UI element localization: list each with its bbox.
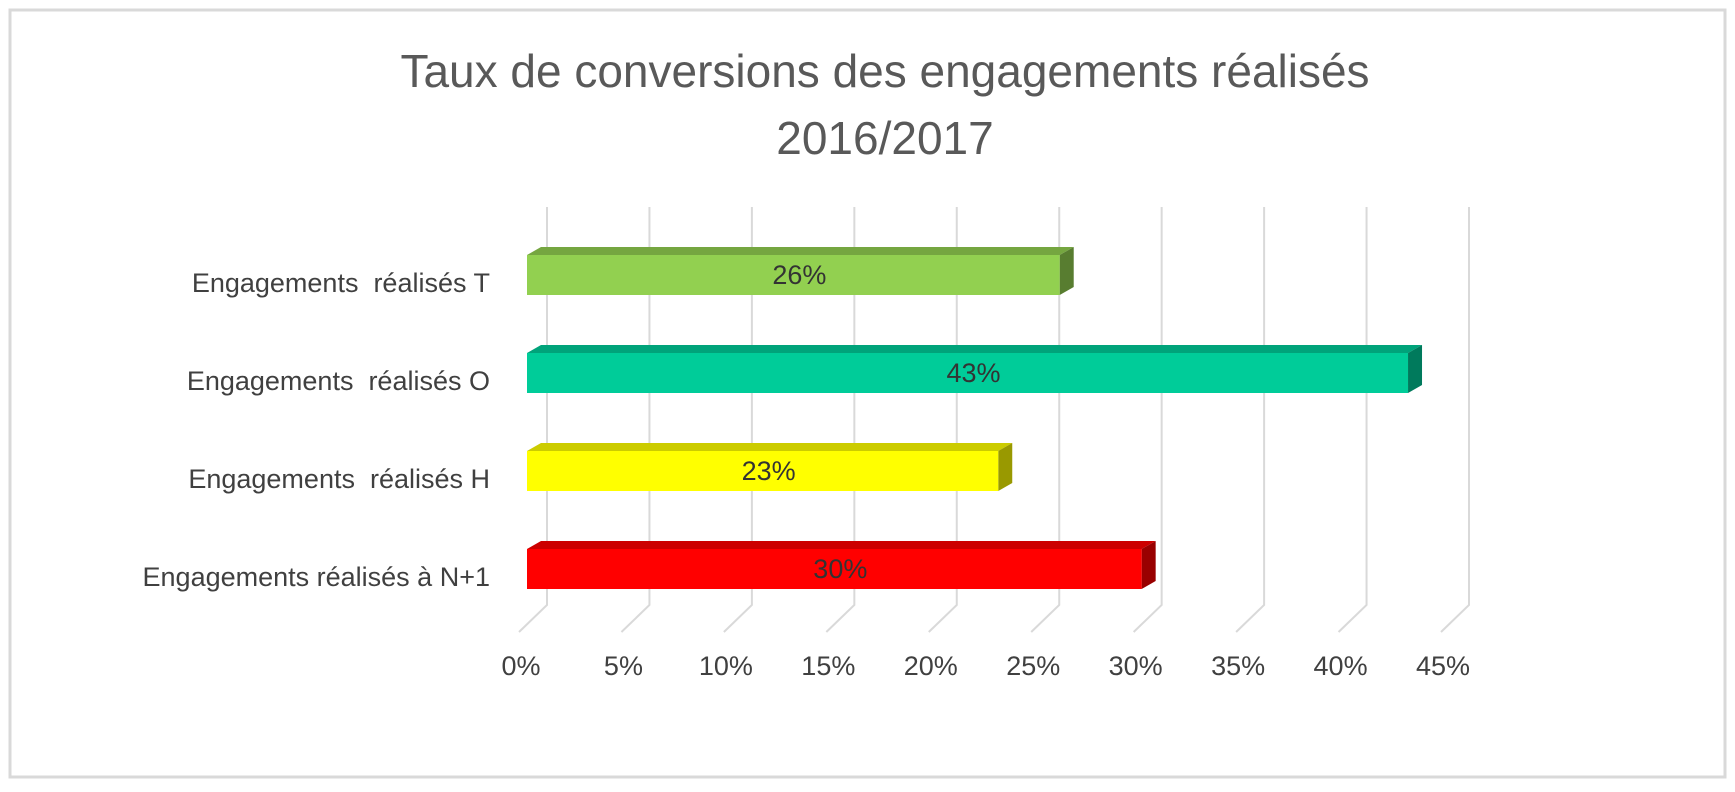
- grid-line: [1235, 207, 1266, 633]
- grid-line: [825, 207, 856, 633]
- data-label: 30%: [813, 554, 867, 584]
- grid-line: [928, 207, 958, 633]
- x-tick-label: 10%: [699, 651, 753, 681]
- x-tick-label: 40%: [1314, 651, 1368, 681]
- grid-line: [1030, 207, 1061, 633]
- x-tick-label: 25%: [1006, 651, 1060, 681]
- bar-top: [527, 443, 1013, 451]
- x-tick-label: 15%: [801, 651, 855, 681]
- bar: [527, 451, 999, 491]
- bar-top: [527, 541, 1156, 549]
- y-tick-label: Engagements réalisés O: [187, 366, 490, 396]
- bar-top: [527, 345, 1423, 353]
- x-tick-label: 0%: [501, 651, 540, 681]
- y-tick-label: Engagements réalisés T: [192, 268, 490, 298]
- x-tick-label: 5%: [604, 651, 643, 681]
- bar-side: [1408, 345, 1423, 393]
- x-tick-label: 35%: [1211, 651, 1265, 681]
- chart-frame: [8, 8, 1727, 779]
- x-tick-label: 30%: [1109, 651, 1163, 681]
- x-tick-label: 20%: [904, 651, 958, 681]
- grid-line: [1132, 207, 1163, 633]
- chart-title: Taux de conversions des engagements réal…: [400, 45, 1369, 97]
- chart-subtitle: 2016/2017: [776, 112, 993, 164]
- data-label: 26%: [772, 260, 826, 290]
- grid-line: [1440, 207, 1470, 633]
- bar-top: [527, 247, 1074, 255]
- grid-line: [518, 207, 548, 633]
- bar-side: [998, 443, 1013, 491]
- data-label: 23%: [742, 456, 796, 486]
- grid-line: [1337, 207, 1368, 633]
- bar: [527, 255, 1060, 295]
- bar: [527, 353, 1409, 393]
- bar-side: [1059, 247, 1074, 295]
- data-label: 43%: [946, 358, 1000, 388]
- y-tick-label: Engagements réalisés à N+1: [143, 562, 490, 592]
- grid-line: [723, 207, 753, 633]
- x-tick-label: 45%: [1416, 651, 1470, 681]
- bar-side: [1141, 541, 1156, 589]
- y-tick-label: Engagements réalisés H: [188, 464, 490, 494]
- bar: [527, 549, 1142, 589]
- grid-line: [620, 207, 651, 633]
